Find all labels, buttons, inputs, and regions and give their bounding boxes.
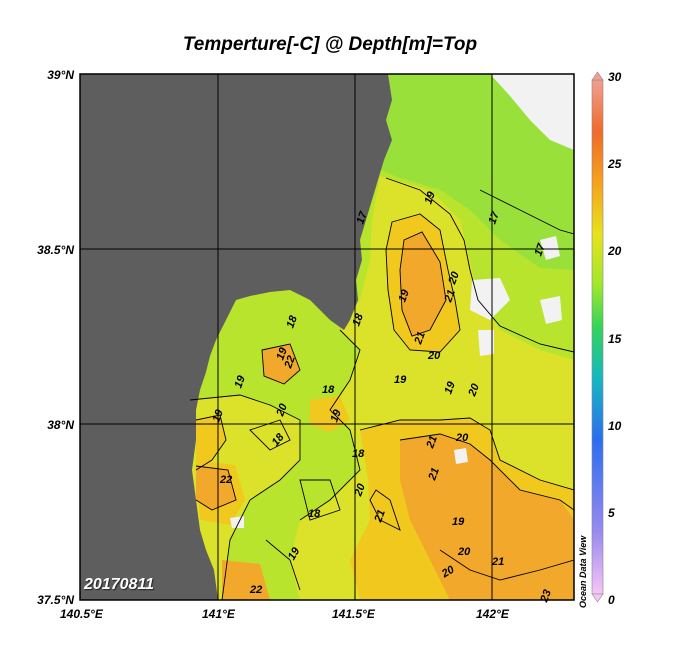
region-21-blob [262, 344, 300, 384]
colorbar-tick-20: 20 [608, 244, 622, 258]
lon-label-140-5: 140.5°E [60, 607, 103, 621]
region-21-north [400, 232, 446, 336]
contour-label-19: 19 [394, 374, 407, 386]
contour-label-19: 19 [452, 516, 465, 528]
colorbar-tick-10: 10 [608, 419, 622, 433]
colorbar-top-arrow [591, 71, 604, 81]
colorbar-tick-5: 5 [608, 506, 615, 520]
date-stamp: 20170811 [84, 576, 154, 593]
land-mass [80, 74, 392, 600]
nodata-patch-5 [454, 448, 468, 464]
nodata-patch-3 [540, 296, 562, 324]
contour-label-20: 20 [456, 432, 469, 444]
lat-label-38-5: 38.5°N [37, 243, 74, 257]
nodata-patch-2 [540, 236, 560, 260]
ocean-data-view-watermark: Ocean Data View [578, 536, 588, 608]
contour-label-20: 20 [458, 546, 471, 558]
contour-label-18: 18 [308, 508, 321, 520]
colorbar-tick-0: 0 [608, 593, 615, 607]
region-21-east [400, 434, 574, 600]
contour-label-22: 22 [250, 584, 263, 596]
colorbar-tick-30: 30 [608, 70, 622, 84]
colorbar-tick-15: 15 [608, 332, 622, 346]
lat-label-39: 39°N [47, 68, 74, 82]
contour-label-18: 18 [322, 384, 335, 396]
contour-label-21: 21 [492, 556, 505, 568]
lat-label-38: 38°N [47, 418, 74, 432]
lon-label-142: 142°E [476, 607, 509, 621]
lon-label-141-5: 141.5°E [332, 607, 375, 621]
region-20-mid [310, 396, 350, 432]
colorbar [591, 79, 604, 595]
contour-label-20: 20 [428, 350, 441, 362]
region-17-north [380, 74, 574, 270]
nodata-patch-4 [478, 330, 494, 356]
map-frame [79, 73, 575, 601]
region-21-south [222, 560, 270, 600]
nodata-ne [490, 74, 574, 150]
lat-label-37-5: 37.5°N [37, 593, 74, 607]
region-21-sw [196, 466, 236, 510]
contour-label-18: 18 [352, 448, 365, 460]
colorbar-bottom-arrow [591, 593, 604, 603]
map-title: Temperture[-C] @ Depth[m]=Top [182, 34, 478, 55]
lon-label-141: 141°E [202, 607, 235, 621]
colorbar-tick-25: 25 [608, 157, 622, 171]
watermark-text: Ocean Data View [578, 535, 588, 608]
nodata-patch-1 [470, 278, 510, 320]
contour-label-22: 22 [220, 474, 233, 486]
